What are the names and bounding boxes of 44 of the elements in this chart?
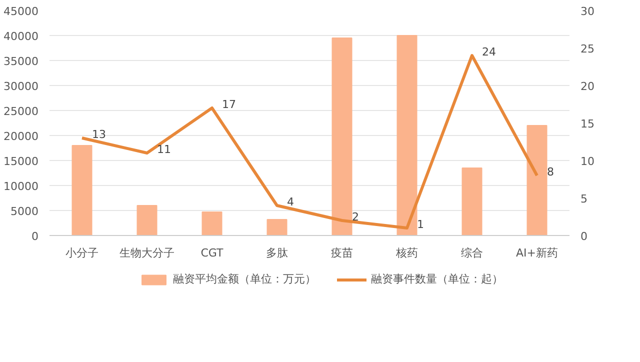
x-tick-label: CGT: [200, 246, 224, 260]
y2-tick-label: 5: [580, 192, 588, 206]
data-label: 24: [482, 46, 496, 58]
data-label: 13: [92, 128, 106, 141]
y-tick-label: 35000: [4, 55, 39, 68]
y-tick-label: 25000: [4, 105, 39, 118]
x-tick-label: 疫苗: [331, 246, 353, 260]
y2-tick-label: 15: [580, 118, 594, 130]
y-tick-label: 5000: [10, 205, 39, 218]
y-tick-label: 10000: [4, 180, 39, 193]
x-tick-label: 核药: [395, 246, 418, 260]
y2-tick-label: 0: [580, 230, 588, 243]
data-label: 8: [547, 166, 554, 178]
y-tick-label: 40000: [4, 30, 39, 43]
line-series: [80, 54, 538, 230]
y2-tick-label: 20: [580, 80, 594, 93]
y-tick-label: 30000: [4, 80, 39, 93]
y2-tick-label: 30: [580, 5, 594, 18]
bar: [266, 219, 288, 236]
bar: [202, 212, 222, 236]
x-tick-label: 生物大分子: [120, 246, 174, 260]
y-tick-label: 45000: [4, 5, 39, 18]
data-label: 2: [352, 210, 359, 224]
y2-tick-label: 25: [580, 42, 594, 56]
legend-label: 融资平均金额（单位：万元）: [173, 272, 316, 286]
data-label: 17: [222, 98, 236, 111]
x-tick-label: 多肽: [266, 246, 288, 260]
bar: [332, 38, 352, 236]
data-label: 1: [417, 218, 424, 231]
y-tick-label: 0: [32, 230, 38, 243]
bar: [72, 145, 92, 236]
y-tick-label: 20000: [4, 130, 39, 143]
bar: [136, 205, 158, 236]
y2-tick-label: 10: [580, 155, 594, 168]
bar: [396, 35, 418, 236]
bar: [462, 168, 482, 236]
x-tick-label: 综合: [461, 246, 483, 260]
x-tick-label: 小分子: [66, 246, 98, 260]
data-label: 11: [157, 143, 171, 156]
bar: [526, 125, 548, 236]
data-label: 4: [287, 196, 294, 208]
x-tick-label: AI+新药: [516, 246, 558, 260]
y-tick-label: 15000: [4, 155, 39, 168]
legend-label: 融资事件数量（单位：起）: [371, 272, 503, 286]
